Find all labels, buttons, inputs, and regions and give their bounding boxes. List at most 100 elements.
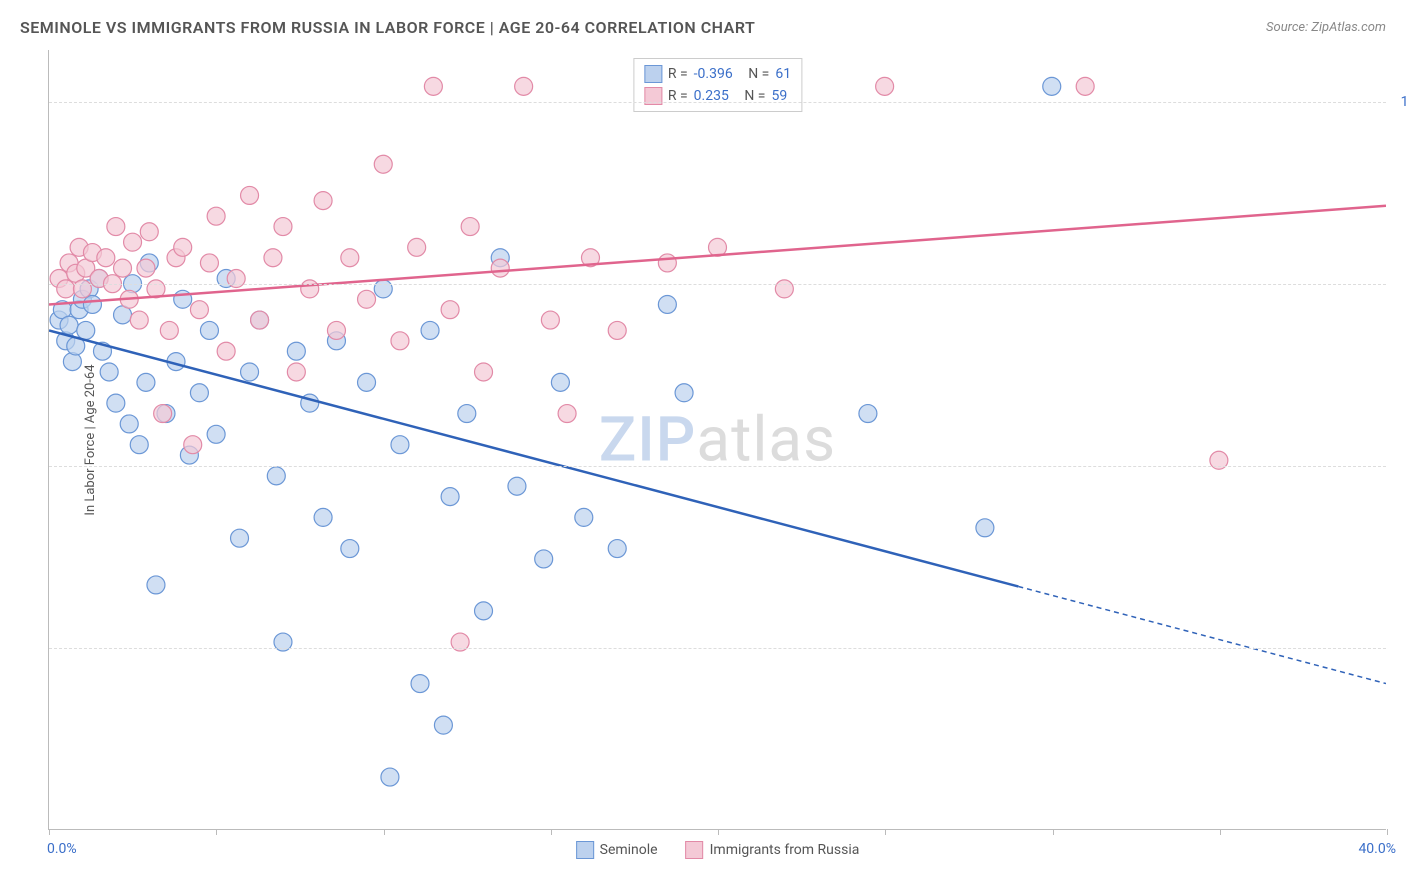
data-point <box>441 488 459 506</box>
data-point <box>287 363 305 381</box>
chart-source: Source: ZipAtlas.com <box>1266 20 1386 35</box>
data-point <box>408 238 426 256</box>
x-tick <box>718 829 719 835</box>
data-point <box>374 280 392 298</box>
data-point <box>314 192 332 210</box>
x-tick <box>1053 829 1054 835</box>
legend-correlation: R = -0.396 N = 61 R = 0.235 N = 59 <box>633 58 802 112</box>
data-point <box>130 436 148 454</box>
data-point <box>675 384 693 402</box>
x-tick <box>384 829 385 835</box>
data-point <box>77 321 95 339</box>
r-label: R = <box>668 66 688 82</box>
chart-header: SEMINOLE VS IMMIGRANTS FROM RUSSIA IN LA… <box>20 18 1386 37</box>
data-point <box>137 373 155 391</box>
data-point <box>130 311 148 329</box>
data-point <box>267 467 285 485</box>
n-label: N = <box>748 66 769 82</box>
data-point <box>184 436 202 454</box>
x-tick <box>885 829 886 835</box>
data-point <box>608 540 626 558</box>
x-tick <box>1387 829 1388 835</box>
data-point <box>461 218 479 236</box>
grid-line <box>49 284 1386 285</box>
data-point <box>241 186 259 204</box>
data-point <box>421 321 439 339</box>
x-tick <box>551 829 552 835</box>
data-point <box>424 77 442 95</box>
legend-item-russia: Immigrants from Russia <box>686 841 860 859</box>
r-value-seminole: -0.396 <box>694 66 733 82</box>
data-point <box>200 321 218 339</box>
y-tick-label: 100.0% <box>1391 94 1406 110</box>
legend-item-seminole: Seminole <box>576 841 658 859</box>
legend-row-seminole: R = -0.396 N = 61 <box>644 63 791 85</box>
chart-container: In Labor Force | Age 20-64 ZIPatlas R = … <box>48 50 1386 830</box>
legend-swatch-russia <box>686 841 704 859</box>
data-point <box>535 550 553 568</box>
data-point <box>341 249 359 267</box>
x-tick <box>49 829 50 835</box>
data-point <box>976 519 994 537</box>
plot-svg <box>49 50 1386 829</box>
data-point <box>207 207 225 225</box>
data-point <box>658 254 676 272</box>
x-tick <box>216 829 217 835</box>
data-point <box>137 259 155 277</box>
legend-label-seminole: Seminole <box>600 842 658 858</box>
data-point <box>207 425 225 443</box>
data-point <box>97 249 115 267</box>
trend-line-dashed <box>1018 586 1386 683</box>
data-point <box>381 768 399 786</box>
data-point <box>411 675 429 693</box>
data-point <box>876 77 894 95</box>
legend-row-russia: R = 0.235 N = 59 <box>644 85 791 107</box>
data-point <box>57 280 75 298</box>
x-axis-max-label: 40.0% <box>1358 841 1396 857</box>
data-point <box>63 353 81 371</box>
data-point <box>217 342 235 360</box>
data-point <box>287 342 305 360</box>
data-point <box>60 316 78 334</box>
y-tick-label: 47.5% <box>1391 640 1406 656</box>
data-point <box>434 716 452 734</box>
data-point <box>231 529 249 547</box>
grid-line <box>49 102 1386 103</box>
legend-label-russia: Immigrants from Russia <box>710 842 860 858</box>
x-axis-min-label: 0.0% <box>47 841 77 857</box>
data-point <box>491 259 509 277</box>
data-point <box>608 321 626 339</box>
data-point <box>120 415 138 433</box>
data-point <box>391 332 409 350</box>
data-point <box>124 233 142 251</box>
data-point <box>264 249 282 267</box>
data-point <box>107 394 125 412</box>
data-point <box>658 295 676 313</box>
data-point <box>541 311 559 329</box>
data-point <box>327 321 345 339</box>
data-point <box>174 238 192 256</box>
data-point <box>154 405 172 423</box>
x-tick <box>1220 829 1221 835</box>
data-point <box>100 363 118 381</box>
grid-line <box>49 648 1386 649</box>
data-point <box>775 280 793 298</box>
data-point <box>147 576 165 594</box>
chart-title: SEMINOLE VS IMMIGRANTS FROM RUSSIA IN LA… <box>20 18 755 37</box>
trend-line <box>49 206 1386 305</box>
data-point <box>341 540 359 558</box>
data-point <box>251 311 269 329</box>
data-point <box>551 373 569 391</box>
data-point <box>358 373 376 391</box>
data-point <box>391 436 409 454</box>
data-point <box>241 363 259 381</box>
n-value-seminole: 61 <box>775 66 791 82</box>
data-point <box>558 405 576 423</box>
data-point <box>458 405 476 423</box>
data-point <box>83 295 101 313</box>
data-point <box>1076 77 1094 95</box>
legend-swatch-seminole <box>644 65 662 83</box>
data-point <box>301 280 319 298</box>
grid-line <box>49 466 1386 467</box>
data-point <box>441 301 459 319</box>
